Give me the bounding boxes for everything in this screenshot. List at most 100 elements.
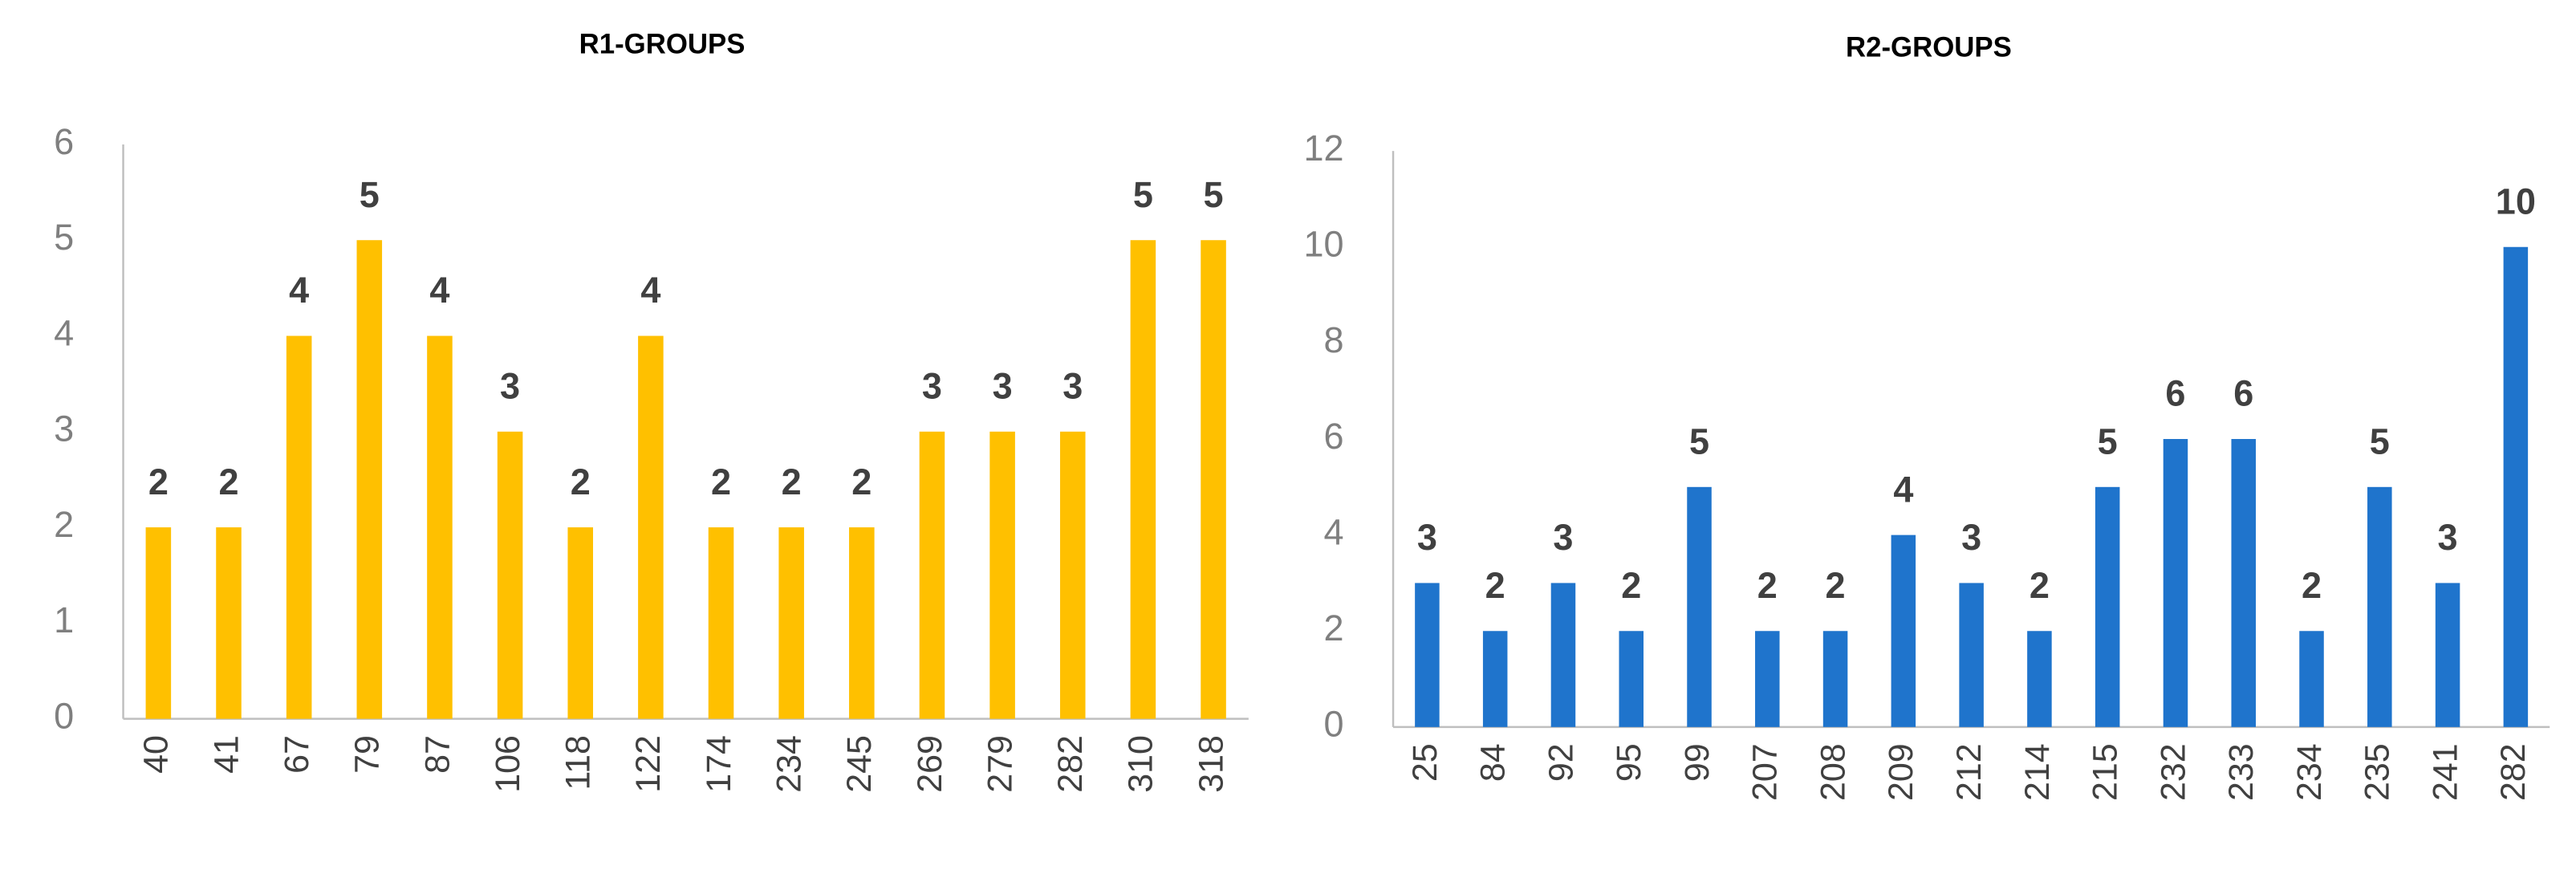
- x-tick-label: 269: [911, 735, 949, 793]
- data-label: 6: [2165, 373, 2185, 414]
- y-tick-label: 2: [54, 504, 74, 545]
- x-tick-label: 279: [981, 735, 1019, 793]
- x-tick-label: 215: [2086, 743, 2125, 801]
- bar: [2163, 439, 2188, 727]
- x-tick-label: 67: [278, 735, 316, 774]
- data-label: 3: [1062, 366, 1083, 407]
- bar: [1959, 583, 1984, 727]
- bar: [1415, 583, 1440, 727]
- data-label: 2: [1757, 565, 1778, 606]
- bar: [2231, 439, 2257, 727]
- bar: [497, 431, 523, 719]
- data-label: 5: [2370, 421, 2390, 462]
- x-tick-label: 79: [348, 735, 387, 774]
- y-tick-label: 0: [1324, 704, 1344, 745]
- bar: [919, 431, 945, 719]
- bar: [2299, 631, 2324, 727]
- x-tick-label: 99: [1678, 743, 1717, 782]
- data-label: 4: [429, 270, 449, 311]
- bar: [989, 431, 1015, 719]
- data-label: 2: [1485, 565, 1505, 606]
- x-tick-label: 25: [1406, 743, 1444, 782]
- y-tick-label: 3: [54, 409, 74, 449]
- x-tick-label: 41: [207, 735, 246, 774]
- x-tick-label: 207: [1746, 743, 1785, 801]
- data-label: 2: [2302, 565, 2322, 606]
- data-label: 2: [711, 461, 731, 502]
- y-tick-label: 0: [54, 696, 74, 737]
- y-tick-label: 10: [1304, 224, 1344, 265]
- data-label: 3: [500, 366, 520, 407]
- data-label: 4: [640, 270, 660, 311]
- data-label: 2: [851, 461, 872, 502]
- x-tick-label: 87: [418, 735, 457, 774]
- data-label: 2: [218, 461, 238, 502]
- x-tick-label: 212: [1950, 743, 1989, 801]
- x-tick-label: 241: [2426, 743, 2464, 801]
- data-label: 3: [1417, 517, 1437, 558]
- x-tick-label: 282: [2494, 743, 2533, 801]
- data-label: 5: [2098, 421, 2118, 462]
- data-label: 2: [148, 461, 169, 502]
- bar: [849, 527, 875, 719]
- chart-title: R1-GROUPS: [579, 29, 746, 59]
- x-tick-label: 245: [840, 735, 879, 793]
- x-tick-label: 235: [2359, 743, 2397, 801]
- data-label: 3: [1553, 517, 1573, 558]
- data-label: 4: [1893, 469, 1913, 510]
- bar: [216, 527, 242, 719]
- x-tick-label: 208: [1814, 743, 1852, 801]
- bar: [1619, 631, 1644, 727]
- data-label: 2: [571, 461, 591, 502]
- data-label: 2: [2030, 565, 2050, 606]
- x-tick-label: 310: [1122, 735, 1160, 793]
- bar: [2095, 486, 2120, 727]
- data-label: 2: [782, 461, 802, 502]
- data-label: 2: [1826, 565, 1846, 606]
- data-label: 5: [1689, 421, 1709, 462]
- bar: [2503, 246, 2529, 727]
- y-tick-label: 2: [1324, 608, 1344, 648]
- y-tick-label: 4: [54, 312, 74, 353]
- y-tick-label: 6: [1324, 416, 1344, 457]
- x-tick-label: 84: [1474, 743, 1513, 782]
- y-tick-label: 5: [54, 217, 74, 258]
- bar: [778, 527, 804, 719]
- bar: [356, 240, 383, 719]
- y-tick-label: 1: [54, 600, 74, 640]
- x-tick-label: 232: [2154, 743, 2192, 801]
- data-label: 4: [289, 270, 309, 311]
- bar: [1130, 240, 1156, 719]
- bar: [2367, 486, 2392, 727]
- y-tick-label: 6: [54, 121, 74, 162]
- data-label: 6: [2233, 373, 2253, 414]
- data-label: 5: [1204, 174, 1224, 215]
- x-tick-label: 122: [629, 735, 668, 793]
- data-label: 3: [993, 366, 1013, 407]
- data-label: 3: [2438, 517, 2458, 558]
- data-label: 2: [1621, 565, 1641, 606]
- bar: [1822, 631, 1848, 727]
- bar: [1550, 583, 1576, 727]
- x-tick-label: 318: [1192, 735, 1230, 793]
- x-tick-label: 92: [1542, 743, 1580, 782]
- x-tick-label: 95: [1610, 743, 1648, 782]
- x-tick-label: 174: [700, 735, 738, 793]
- x-tick-label: 234: [2290, 743, 2329, 801]
- bar: [145, 527, 172, 719]
- bar: [2435, 583, 2460, 727]
- bar: [286, 335, 312, 719]
- bar: [708, 527, 734, 719]
- x-tick-label: 118: [559, 735, 598, 790]
- y-tick-label: 12: [1304, 128, 1344, 169]
- bar: [638, 335, 664, 719]
- y-tick-label: 4: [1324, 512, 1344, 553]
- data-label: 3: [1961, 517, 1981, 558]
- bar: [1755, 631, 1780, 727]
- data-label: 10: [2496, 181, 2536, 222]
- x-tick-label: 234: [770, 735, 809, 793]
- data-label: 5: [360, 174, 380, 215]
- x-tick-label: 214: [2018, 743, 2057, 801]
